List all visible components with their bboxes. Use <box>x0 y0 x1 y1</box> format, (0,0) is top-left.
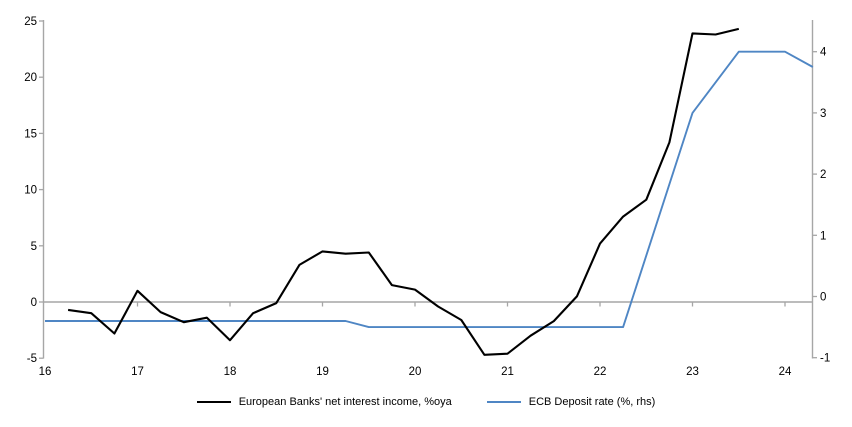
right-axis-tick-label: 1 <box>820 230 826 242</box>
legend-item-deposit-rate: ECB Deposit rate (%, rhs) <box>486 395 656 409</box>
nii-line-swatch-icon <box>196 401 231 403</box>
x-axis-tick-label: 23 <box>686 366 699 378</box>
x-axis-tick-label: 17 <box>131 366 144 378</box>
right-axis-tick-label: 2 <box>820 169 826 181</box>
left-axis-tick-label: 5 <box>31 241 37 253</box>
legend: European Banks' net interest income, %oy… <box>0 395 852 409</box>
x-axis-tick-label: 21 <box>501 366 514 378</box>
left-axis-tick-label: 0 <box>31 297 37 309</box>
legend-item-nii: European Banks' net interest income, %oy… <box>196 395 452 409</box>
left-axis-tick-label: 25 <box>24 16 37 28</box>
left-axis-tick-label: 15 <box>24 128 37 140</box>
x-axis-tick-label: 20 <box>409 366 422 378</box>
right-axis-tick-label: -1 <box>820 353 830 365</box>
left-axis: 25 20 15 10 5 0 -5 <box>24 16 45 365</box>
deposit-rate-line-swatch-icon <box>486 401 521 403</box>
deposit-rate-line <box>45 50 814 329</box>
right-axis-tick-label: 0 <box>820 292 826 304</box>
x-axis-labels: 16 17 18 19 20 21 22 23 24 <box>39 366 792 378</box>
x-axis-tick-label: 19 <box>316 366 329 378</box>
nii-line <box>67 27 740 356</box>
x-axis-tick-label: 22 <box>594 366 607 378</box>
left-axis-tick-label: 20 <box>24 72 37 84</box>
right-axis: 4 3 2 1 0 -1 <box>811 20 830 365</box>
x-axis-year-ticks <box>136 302 786 307</box>
x-axis-tick-label: 16 <box>39 366 52 378</box>
right-axis-tick-label: 3 <box>820 108 826 120</box>
left-axis-tick-label: -5 <box>27 353 37 365</box>
legend-label-nii: European Banks' net interest income, %oy… <box>238 396 452 408</box>
left-axis-tick-label: 10 <box>24 185 37 197</box>
x-axis-tick-label: 18 <box>224 366 237 378</box>
right-axis-tick-label: 4 <box>820 47 827 59</box>
x-axis-tick-label: 24 <box>779 366 792 378</box>
legend-label-deposit-rate: ECB Deposit rate (%, rhs) <box>528 396 656 408</box>
